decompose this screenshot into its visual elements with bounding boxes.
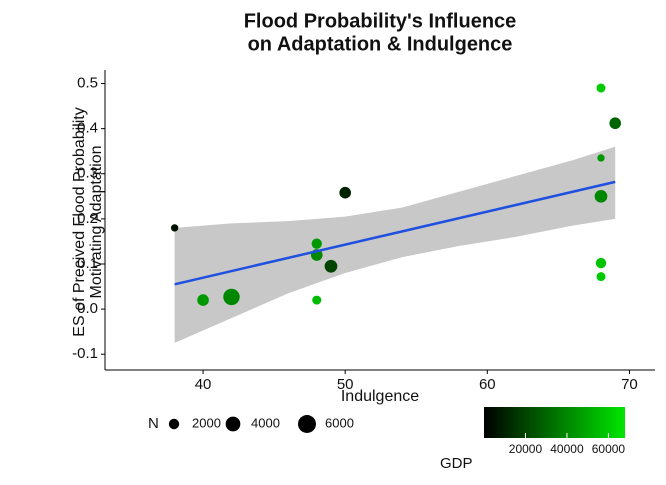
point [197,294,209,306]
y-tick-label: 0.2 [77,210,98,227]
color-tick-label: 20000 [509,442,543,456]
color-tick-label: 60000 [592,442,626,456]
size-legend-title: N [148,415,159,432]
y-tick-label: 0.0 [77,300,98,317]
color-tick-label: 40000 [550,442,584,456]
x-tick-label: 70 [621,376,638,393]
chart-title: Flood Probability's Influence [244,10,517,32]
size-legend-key [225,416,241,432]
y-tick-label: 0.5 [77,75,98,92]
y-tick-label: 0.3 [77,165,98,182]
x-tick-label: 40 [195,376,212,393]
x-tick-label: 60 [479,376,496,393]
point [595,257,607,269]
color-legend-title: GDP [440,455,473,472]
color-bar [484,407,625,438]
point [339,186,351,199]
y-axis-label: ES of Precived Flood Probability [71,107,88,336]
point [596,272,606,282]
size-legend-label: 4000 [251,415,280,430]
point [170,224,179,232]
point [223,288,240,306]
y-tick-label: 0.4 [77,120,98,137]
chart-title: on Adaptation & Indulgence [248,33,513,55]
point [311,238,322,249]
point [596,83,606,93]
confidence-band [174,146,616,343]
x-tick-label: 50 [337,376,354,393]
size-legend-key [168,418,180,430]
point [312,295,322,305]
fit-line [174,180,616,286]
y-tick-label: 0.1 [77,255,98,272]
size-legend-label: 6000 [325,415,354,430]
y-axis-label: Motivating Adaptation [88,146,105,299]
point [597,154,605,162]
x-axis-label: Indulgence [341,388,419,405]
size-legend-label: 2000 [192,415,221,430]
point [324,259,338,273]
y-tick-label: -0.1 [72,345,98,362]
point [594,189,608,203]
size-legend-key [298,415,316,433]
point [609,117,622,130]
